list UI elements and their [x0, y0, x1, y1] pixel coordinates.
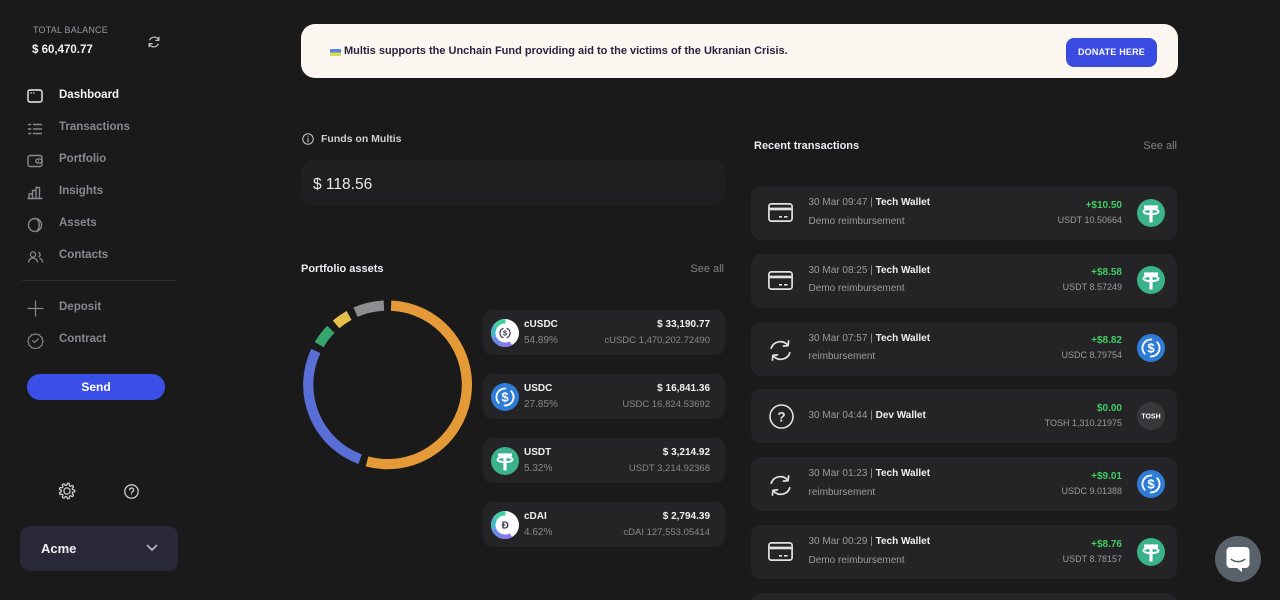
- svg-text:$: $: [503, 328, 508, 337]
- svg-text:TOSH: TOSH: [1141, 414, 1160, 421]
- svg-text:$: $: [1147, 341, 1155, 356]
- svg-text:Đ: Đ: [502, 520, 509, 531]
- svg-text:?: ?: [777, 409, 785, 424]
- svg-text:$: $: [1147, 476, 1155, 491]
- svg-text:$: $: [501, 389, 509, 404]
